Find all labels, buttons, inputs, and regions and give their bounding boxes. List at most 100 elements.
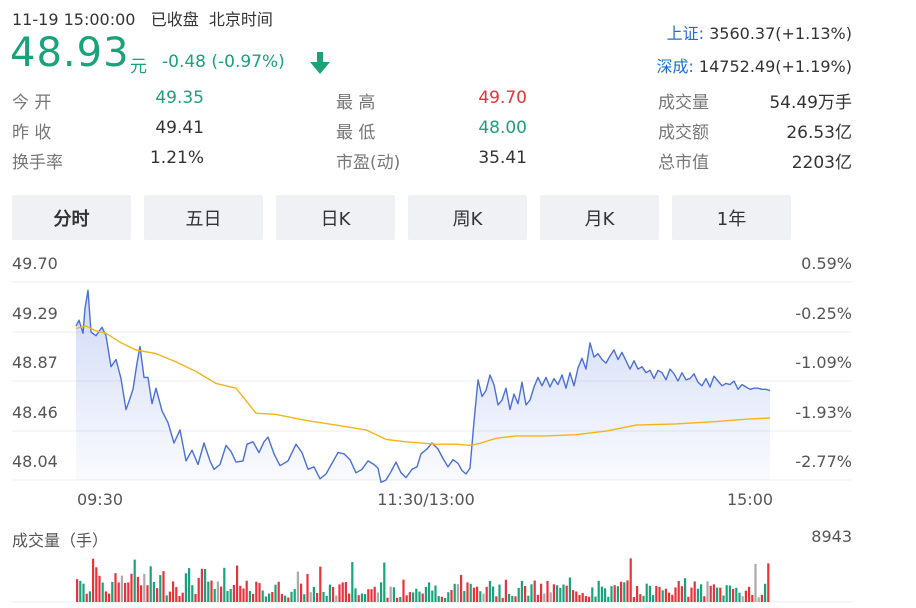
volume-bar	[623, 582, 626, 602]
prev-close-label: 昨 收	[12, 123, 52, 143]
volume-bar	[322, 592, 325, 602]
volume-bar	[575, 591, 578, 602]
volume-bar	[687, 596, 690, 602]
tab-daily-k[interactable]: 日K	[276, 195, 395, 240]
volume-bar	[194, 593, 197, 602]
volume-bar	[581, 593, 584, 602]
volume-bar	[658, 586, 661, 602]
volume-bar	[156, 588, 159, 602]
tab-intraday[interactable]: 分时	[12, 195, 131, 240]
tab-weekly-k[interactable]: 周K	[408, 195, 527, 240]
x-tick-label: 11:30/13:00	[377, 490, 475, 509]
volume-bar	[680, 586, 683, 602]
volume-bar	[508, 593, 511, 602]
volume-bar	[200, 568, 203, 602]
volume-bar	[376, 592, 379, 602]
volume-bar	[584, 596, 587, 602]
volume-bar	[277, 581, 280, 602]
volume-bar	[632, 597, 635, 602]
volume-bar	[472, 587, 475, 602]
y-tick-label-right: -1.93%	[795, 403, 852, 422]
volume-bar	[562, 584, 565, 602]
volume-bar	[597, 580, 600, 602]
quote-datetime: 11-19 15:00:00	[12, 10, 136, 29]
volume-bar	[181, 592, 184, 602]
volume-bar	[392, 587, 395, 602]
volume-bar	[143, 573, 146, 602]
volume-bar	[232, 585, 235, 602]
volume-bar	[204, 569, 207, 602]
volume-bar	[226, 591, 229, 602]
volume-bar	[236, 565, 239, 602]
x-tick-label: 15:00	[727, 490, 773, 509]
volume-bar	[476, 586, 479, 602]
volume-bar	[648, 585, 651, 602]
volume-bar	[469, 583, 472, 602]
open-label: 今 开	[12, 93, 52, 113]
volume-bar	[168, 591, 171, 602]
index-shanghai-label: 上证:	[666, 24, 705, 43]
volume-bar	[588, 596, 591, 602]
volume-bar	[453, 583, 456, 602]
volume-bar	[520, 580, 523, 602]
volume-bar	[184, 573, 187, 602]
high-value: 49.70	[478, 88, 527, 108]
volume-bar	[636, 586, 639, 602]
volume-bar	[466, 582, 469, 602]
volume-bar	[114, 573, 117, 602]
volume-bar	[444, 598, 447, 602]
index-shanghai[interactable]: 上证: 3560.37(+1.13%)	[667, 20, 852, 44]
volume-bar	[357, 595, 360, 602]
volume-bar	[332, 587, 335, 602]
volume-bar	[245, 580, 248, 602]
volume-bar	[674, 587, 677, 602]
index-shenzhen[interactable]: 深成: 14752.49(+1.19%)	[656, 53, 852, 77]
volume-bar	[613, 585, 616, 602]
volume-bar	[284, 595, 287, 602]
volume-bar	[127, 582, 130, 602]
volume-bar	[482, 593, 485, 602]
volume-bar	[456, 584, 459, 602]
volume-bar	[450, 590, 453, 602]
tab-five-day[interactable]: 五日	[144, 195, 263, 240]
volume-bar	[434, 585, 437, 602]
volume-bar	[344, 582, 347, 602]
price-area-fill	[76, 290, 770, 483]
tab-monthly-k[interactable]: 月K	[540, 195, 659, 240]
volume-bar	[616, 586, 619, 602]
volume-bar	[600, 586, 603, 602]
volume-bar	[242, 588, 245, 602]
volume-bar	[290, 591, 293, 602]
volume-bar	[604, 588, 607, 602]
volume-bar	[405, 595, 408, 602]
y-tick-label-right: -2.77%	[795, 452, 852, 471]
volume-bar	[690, 587, 693, 602]
volume-bar	[248, 591, 251, 602]
volume-bar	[696, 588, 699, 602]
volume-bar	[549, 592, 552, 602]
volume-bar	[120, 575, 123, 602]
volume-bar	[706, 581, 709, 602]
volume-bar	[760, 594, 763, 602]
volume-bar	[152, 581, 155, 602]
volume-bar	[252, 593, 255, 602]
volume-bar	[668, 592, 671, 602]
volume-bar	[642, 595, 645, 602]
volume-bar	[677, 581, 680, 602]
volume-bar	[76, 579, 79, 602]
turnover-label: 换手率	[12, 153, 63, 173]
volume-max-label: 8943	[811, 527, 852, 546]
volume-bar	[700, 584, 703, 602]
pe-label: 市盈(动)	[336, 153, 401, 173]
mktcap-label: 总市值	[658, 153, 709, 173]
volume-bar	[421, 593, 424, 602]
volume-bar	[140, 585, 143, 602]
volume-bar	[722, 595, 725, 602]
volume-bar	[524, 586, 527, 602]
turnover-value: 1.21%	[149, 148, 204, 168]
tab-one-year[interactable]: 1年	[672, 195, 791, 240]
y-tick-label-left: 48.46	[12, 403, 58, 422]
y-tick-label-left: 48.87	[12, 353, 58, 372]
volume-bar	[735, 587, 738, 602]
